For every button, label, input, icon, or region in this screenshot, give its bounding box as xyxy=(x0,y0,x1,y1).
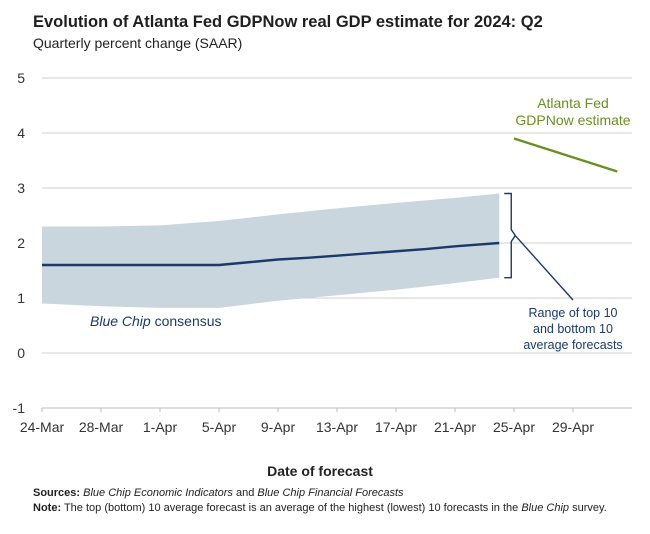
sources-joiner: and xyxy=(232,487,258,499)
y-tick-label: 3 xyxy=(17,180,25,196)
consensus-annotation-italic: Blue Chip xyxy=(90,313,151,329)
range-annotation-line1: Range of top 10 xyxy=(529,306,618,320)
range-pointer-line xyxy=(514,235,574,301)
consensus-annotation: Blue Chip consensus xyxy=(90,313,222,329)
x-axis-label: Date of forecast xyxy=(267,463,373,479)
x-tick-label: 13-Apr xyxy=(316,419,358,435)
x-tick-label: 17-Apr xyxy=(375,419,417,435)
y-tick-label: 2 xyxy=(17,235,25,251)
range-band xyxy=(42,193,500,308)
note-line: Note: The top (bottom) 10 average foreca… xyxy=(33,501,633,516)
y-tick-label: 5 xyxy=(17,70,25,86)
note-text-2: survey. xyxy=(569,502,607,514)
gdpnow-annotation-line1: Atlanta Fed xyxy=(537,95,609,111)
y-tick-label: 0 xyxy=(17,345,25,361)
range-bracket xyxy=(504,192,517,279)
sources-label: Sources: xyxy=(33,487,81,499)
sources-line: Sources: Blue Chip Economic Indicators a… xyxy=(33,486,633,501)
consensus-annotation-rest: consensus xyxy=(151,313,222,329)
y-tick-label: -1 xyxy=(13,400,26,416)
sources-title-1: Blue Chip Economic Indicators xyxy=(83,487,233,499)
chart-subtitle: Quarterly percent change (SAAR) xyxy=(33,35,243,51)
x-tick-label: 28-Mar xyxy=(79,419,124,435)
x-tick-label: 21-Apr xyxy=(434,419,476,435)
note-text-1: The top (bottom) 10 average forecast is … xyxy=(61,502,522,514)
x-tick-label: 25-Apr xyxy=(493,419,535,435)
y-tick-label: 1 xyxy=(17,290,25,306)
note-italic: Blue Chip xyxy=(521,502,570,514)
y-tick-label: 4 xyxy=(17,125,25,141)
consensus-line xyxy=(42,241,500,267)
x-tick-label: 5-Apr xyxy=(202,419,237,435)
sources-title-2: Blue Chip Financial Forecasts xyxy=(257,487,404,499)
gdpnow-annotation-line2: GDPNow estimate xyxy=(515,112,630,128)
x-tick-label: 9-Apr xyxy=(261,419,296,435)
x-tick-label: 24-Mar xyxy=(20,419,65,435)
x-tick-label: 29-Apr xyxy=(552,419,594,435)
range-annotation-line3: average forecasts xyxy=(523,338,622,352)
note-label: Note: xyxy=(33,502,62,514)
gdpnow-line xyxy=(513,137,618,173)
range-annotation-line2: and bottom 10 xyxy=(533,322,613,336)
chart-title: Evolution of Atlanta Fed GDPNow real GDP… xyxy=(33,13,543,31)
x-tick-label: 1-Apr xyxy=(143,419,178,435)
footnotes: Sources: Blue Chip Economic Indicators a… xyxy=(33,486,633,516)
